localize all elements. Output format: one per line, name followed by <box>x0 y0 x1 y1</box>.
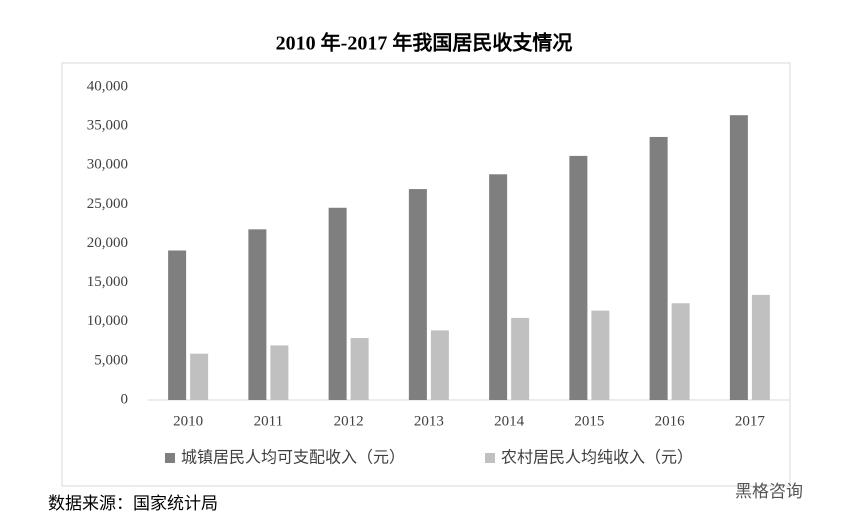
bar <box>751 294 770 400</box>
y-tick-label: 10,000 <box>87 313 128 329</box>
legend-swatch <box>165 453 175 463</box>
x-tick-label: 2015 <box>574 413 604 429</box>
bar <box>248 229 267 400</box>
y-tick-label: 20,000 <box>87 235 128 251</box>
y-tick-label: 40,000 <box>87 78 128 94</box>
x-tick-label: 2017 <box>735 413 766 429</box>
bar <box>649 136 668 400</box>
legend-label: 城镇居民人均可支配收入（元） <box>181 449 405 467</box>
x-tick-label: 2011 <box>254 413 283 429</box>
x-tick-label: 2016 <box>655 413 686 429</box>
legend-label: 农村居民人均纯收入（元） <box>501 449 693 467</box>
bar <box>511 317 530 400</box>
x-tick-label: 2010 <box>173 413 203 429</box>
y-tick-label: 25,000 <box>87 196 128 212</box>
legend-swatch <box>485 453 495 463</box>
bar <box>168 250 187 400</box>
bar <box>270 345 289 400</box>
bar <box>591 310 610 400</box>
y-tick-label: 30,000 <box>87 157 128 173</box>
chart-frame <box>61 62 791 487</box>
bar <box>430 330 449 400</box>
bar <box>671 303 690 400</box>
x-tick-label: 2014 <box>494 413 525 429</box>
y-tick-label: 0 <box>121 391 129 407</box>
watermark: 黑格咨询 <box>735 482 803 501</box>
bar <box>489 174 508 400</box>
y-tick-label: 35,000 <box>87 118 128 134</box>
x-tick-label: 2013 <box>414 413 444 429</box>
chart-title: 2010 年-2017 年我国居民收支情况 <box>276 31 573 55</box>
source-note: 数据来源：国家统计局 <box>48 494 218 513</box>
y-tick-label: 5,000 <box>94 352 128 368</box>
y-tick-label: 15,000 <box>87 274 128 290</box>
x-tick-label: 2012 <box>334 413 364 429</box>
bar <box>190 353 209 400</box>
bar <box>408 189 427 400</box>
bar <box>729 115 748 401</box>
bar <box>328 207 347 400</box>
bar <box>350 338 369 400</box>
bar <box>569 155 588 400</box>
